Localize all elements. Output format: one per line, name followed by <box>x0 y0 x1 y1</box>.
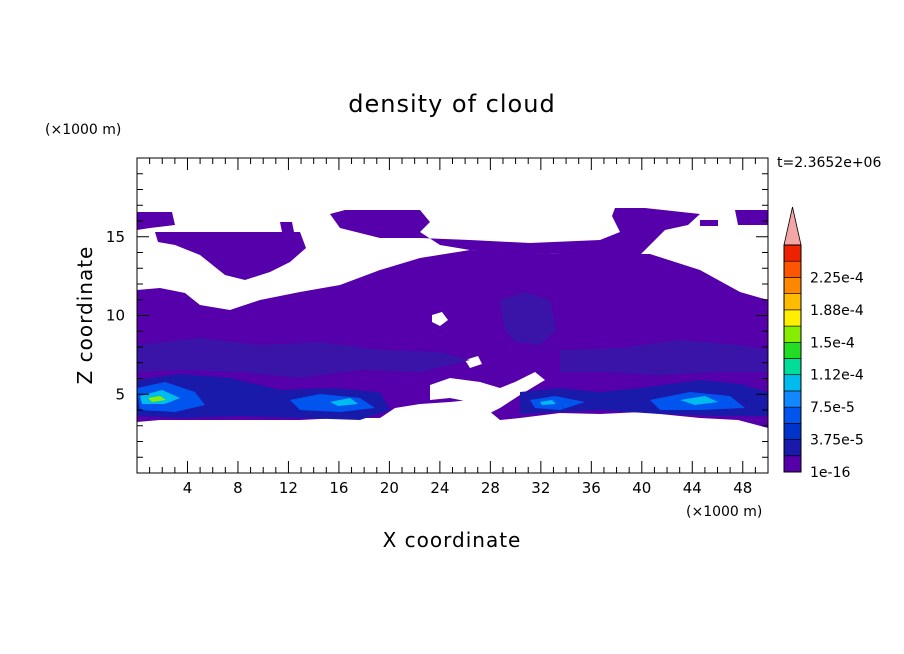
y-unit-label: (×1000 m) <box>45 122 121 138</box>
colorbar-segment <box>783 244 802 262</box>
x-tick-label: 24 <box>430 479 449 497</box>
lower-dense-band <box>137 374 768 420</box>
y-tick-label: 5 <box>115 385 125 403</box>
colorbar-segment <box>783 341 802 359</box>
x-tick-label: 4 <box>183 479 193 497</box>
colorbar-label: 1.5e-4 <box>810 335 855 351</box>
colorbar-segment <box>783 390 802 408</box>
x-tick-label: 36 <box>582 479 601 497</box>
x-tick-label: 44 <box>683 479 702 497</box>
y-axis-label: Z coordinate <box>73 246 97 385</box>
colorbar-segment <box>783 374 802 392</box>
x-tick-label: 8 <box>233 479 243 497</box>
x-tick-label: 28 <box>481 479 500 497</box>
colorbar-segment <box>783 277 802 294</box>
mid-layer-band <box>137 292 768 378</box>
peak-max <box>148 396 166 402</box>
colorbar-segment <box>783 423 802 440</box>
x-tick-label: 40 <box>632 479 651 497</box>
colorbar: 1e-16 3.75e-5 7.5e-5 1.12e-4 1.5e-4 1.88e-4 2.… <box>783 206 864 481</box>
colorbar-label: 7.5e-5 <box>810 400 855 416</box>
colorbar-segment <box>783 293 802 311</box>
chart-title: density of cloud <box>348 90 555 118</box>
colorbar-segment <box>783 406 802 424</box>
x-tick-label: 32 <box>531 479 550 497</box>
lower-core <box>137 382 745 412</box>
x-tick-label: 12 <box>279 479 298 497</box>
upper-cloud-layer <box>137 208 768 280</box>
colorbar-label: 1e-16 <box>810 465 850 481</box>
colorbar-extend-arrow <box>783 206 802 246</box>
x-unit-label: (×1000 m) <box>686 504 762 520</box>
colorbar-segment <box>783 358 802 376</box>
colorbar-segment <box>783 260 802 278</box>
colorbar-segment <box>783 309 802 327</box>
x-tick-label: 20 <box>380 479 399 497</box>
colorbar-frame <box>783 244 802 473</box>
y-tick-label: 10 <box>106 307 125 325</box>
colorbar-label: 1.88e-4 <box>810 303 864 319</box>
y-tick-label: 15 <box>106 228 125 246</box>
colorbar-segment <box>783 439 802 457</box>
colorbar-segment <box>783 325 802 343</box>
cloud-gap <box>430 312 545 418</box>
time-label: t=2.3652e+06 <box>777 155 881 171</box>
colorbar-label: 2.25e-4 <box>810 270 864 286</box>
x-tick-label: 16 <box>329 479 348 497</box>
colorbar-label: 1.12e-4 <box>810 368 864 384</box>
x-tick-label: 48 <box>733 479 752 497</box>
colorbar-segment <box>783 455 802 473</box>
main-cloud-body <box>137 250 768 428</box>
colorbar-label: 3.75e-5 <box>810 433 864 449</box>
density-field <box>137 208 768 428</box>
x-axis-label: X coordinate <box>383 528 522 552</box>
